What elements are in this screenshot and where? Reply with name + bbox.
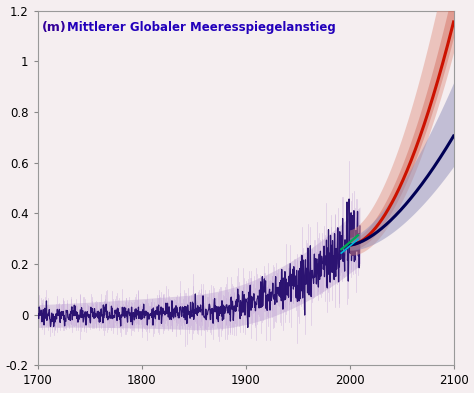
Text: (m): (m) <box>42 21 66 34</box>
Text: Mittlerer Globaler Meeresspiegelanstieg: Mittlerer Globaler Meeresspiegelanstieg <box>67 21 336 34</box>
